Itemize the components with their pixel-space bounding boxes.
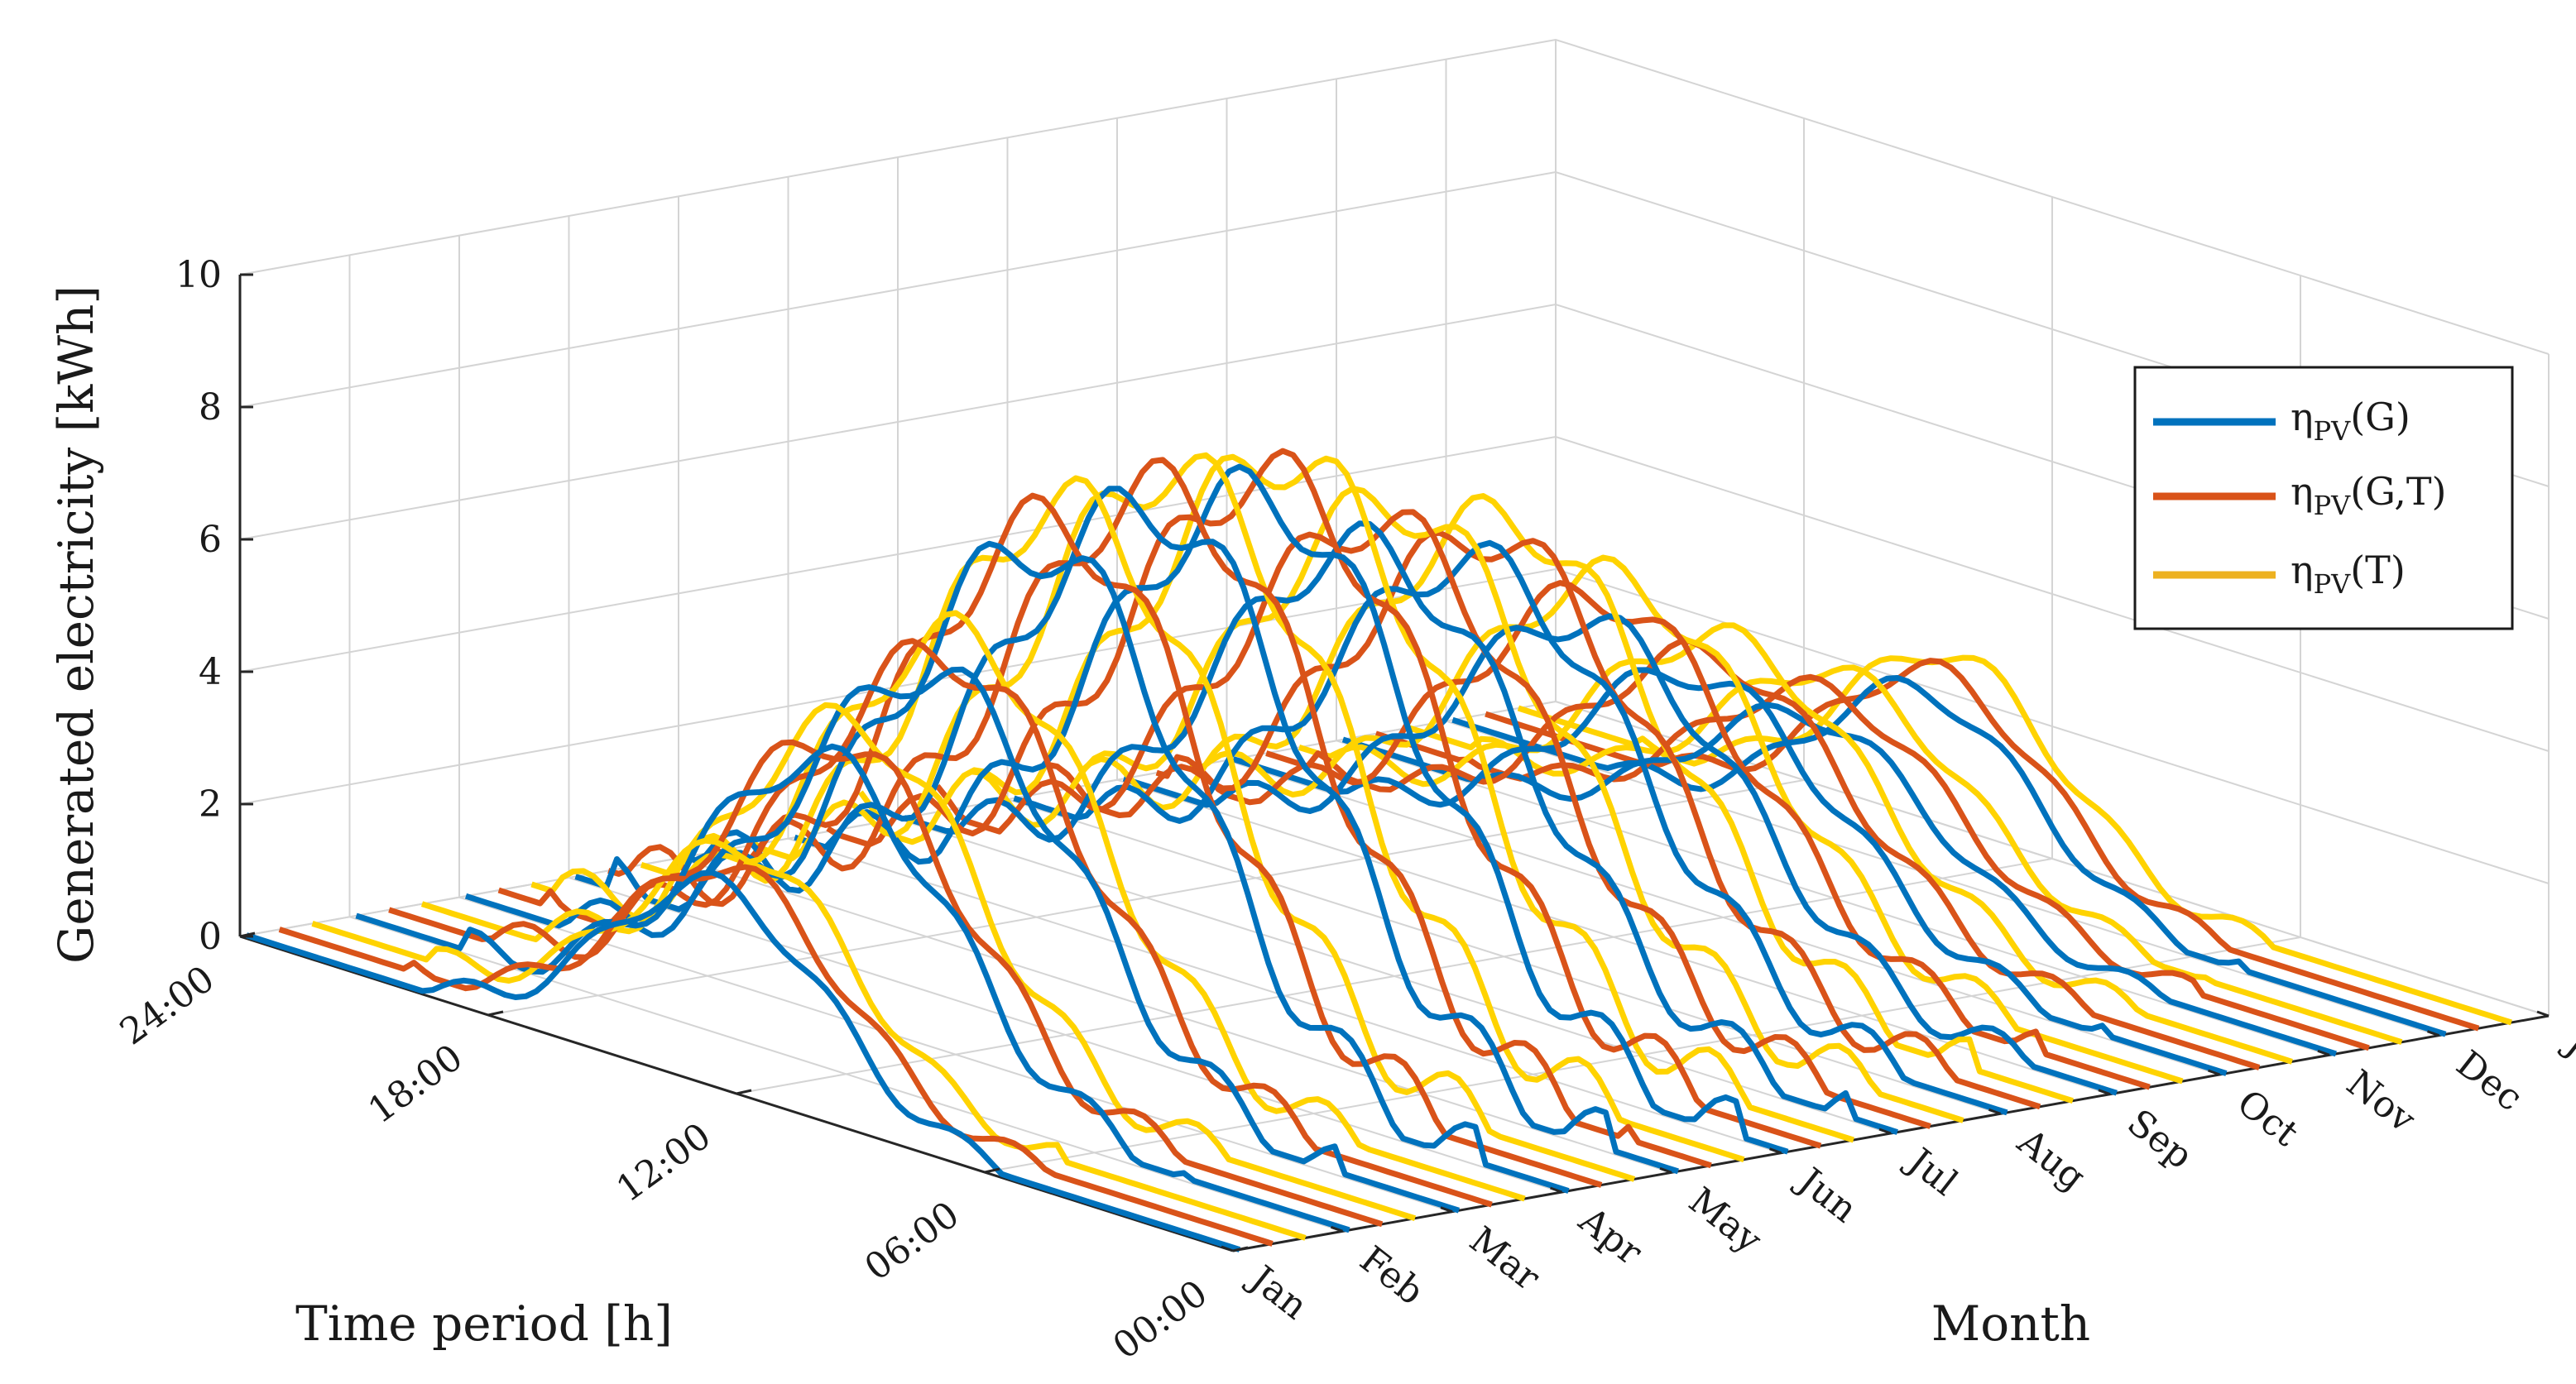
series-line-g xyxy=(794,463,1789,1155)
month-tick-mark xyxy=(1659,1166,1672,1174)
month-tick-label: Aug xyxy=(2009,1120,2094,1199)
series-line-t xyxy=(420,702,1417,1222)
z-tick-label: 2 xyxy=(199,783,222,826)
series-line-g xyxy=(355,743,1350,1233)
legend-sub-gt: PV xyxy=(2314,490,2352,521)
series-line-g xyxy=(1122,613,2118,1096)
time-tick-label: 12:00 xyxy=(609,1115,719,1211)
time-tick-mark xyxy=(736,1089,752,1095)
series-line-g xyxy=(1341,702,2337,1057)
axes-grid xyxy=(239,38,2550,1252)
series-line-g xyxy=(574,540,1570,1194)
month-tick-label: Feb xyxy=(1352,1238,1432,1314)
month-tick-mark xyxy=(1988,1108,2002,1115)
series-line-g xyxy=(684,486,1679,1175)
z-tick-label: 4 xyxy=(199,651,222,693)
legend-arg-gt: (G,T) xyxy=(2350,469,2446,514)
legend-label-t: ηPV(T) xyxy=(2291,548,2406,600)
z-tick-label: 6 xyxy=(199,519,222,561)
z-tick-label: 8 xyxy=(199,386,222,429)
grid-line xyxy=(239,567,2550,884)
time-tick-label: 06:00 xyxy=(857,1194,967,1290)
month-axis-title: Month xyxy=(1931,1295,2090,1352)
month-tick-mark xyxy=(1440,1206,1453,1214)
z-tick-label: 10 xyxy=(175,254,222,296)
month-tick-label: Mar xyxy=(1461,1219,1548,1300)
month-tick-label: May xyxy=(1681,1180,1769,1262)
legend-eta-symbol: η xyxy=(2291,548,2314,592)
grid-line xyxy=(239,435,2550,752)
time-tick-label: 24:00 xyxy=(113,958,223,1054)
legend-sub-g: PV xyxy=(2314,415,2352,447)
series-lines xyxy=(245,448,2512,1252)
month-tick-mark xyxy=(2317,1049,2330,1056)
time-tick-mark xyxy=(487,1010,504,1017)
series-line-gt xyxy=(497,638,1493,1208)
month-tick-mark xyxy=(2426,1030,2440,1037)
month-tick-mark xyxy=(1221,1245,1234,1252)
month-tick-mark xyxy=(1768,1147,1782,1155)
month-tick-label: Dec xyxy=(2449,1042,2530,1119)
legend-arg-t: (T) xyxy=(2350,548,2406,592)
legend: ηPV(G) ηPV(G,T) ηPV(T) xyxy=(2133,366,2514,630)
month-tick-label: Jan xyxy=(1240,1256,1315,1328)
time-axis-title: Time period [h] xyxy=(295,1295,673,1352)
z-axis-title: Generated electricity [kWh] xyxy=(48,285,104,964)
series-line-gt xyxy=(1265,638,2261,1070)
month-tick-label: Jul xyxy=(1897,1138,1965,1204)
month-tick-mark xyxy=(2536,1010,2550,1018)
series-line-t xyxy=(1408,664,2403,1046)
z-tick-label: 0 xyxy=(199,916,222,958)
series-line-gt xyxy=(1155,580,2151,1090)
time-tick-label: 18:00 xyxy=(361,1037,471,1133)
month-tick-label: Jun xyxy=(1788,1158,1865,1231)
series-line-t xyxy=(311,837,1307,1241)
grid-line xyxy=(487,779,1805,1016)
time-tick-mark xyxy=(1232,1246,1249,1252)
month-tick-mark xyxy=(2207,1069,2221,1076)
series-line-t xyxy=(1298,622,2293,1065)
time-tick-mark xyxy=(239,931,256,938)
grid-line xyxy=(239,38,2550,355)
legend-arg-g: (G) xyxy=(2350,395,2411,439)
month-tick-label: Apr xyxy=(1571,1199,1651,1274)
series-line-g xyxy=(245,869,1241,1252)
month-tick-mark xyxy=(1330,1225,1344,1233)
series-line-g xyxy=(1013,539,2008,1116)
time-tick-mark xyxy=(984,1167,1000,1174)
month-tick-mark xyxy=(2098,1089,2111,1096)
month-tick-mark xyxy=(1549,1186,1563,1194)
series-line-gt xyxy=(1374,673,2370,1051)
legend-sub-t: PV xyxy=(2314,568,2352,600)
series-line-gt xyxy=(607,492,1603,1188)
grid-line xyxy=(736,858,2053,1094)
legend-label-g: ηPV(G) xyxy=(2291,395,2411,447)
series-line-g xyxy=(1232,667,2228,1076)
series-line-t xyxy=(640,475,1636,1182)
series-line-gt xyxy=(826,448,1822,1149)
series-line-gt xyxy=(278,864,1274,1247)
legend-eta-symbol: η xyxy=(2291,395,2314,439)
time-tick-label: 00:00 xyxy=(1106,1272,1216,1368)
month-tick-label: Nov xyxy=(2339,1062,2423,1142)
month-tick-label: Jan xyxy=(2555,1021,2576,1093)
series-line-g xyxy=(1451,675,2447,1037)
legend-label-gt: ηPV(G,T) xyxy=(2291,469,2447,521)
month-tick-mark xyxy=(1878,1128,1892,1135)
month-tick-label: Oct xyxy=(2229,1081,2306,1155)
series-line-gt xyxy=(934,509,1931,1129)
legend-eta-symbol: η xyxy=(2291,469,2314,514)
month-tick-label: Sep xyxy=(2119,1101,2200,1177)
series-line-gt xyxy=(388,739,1384,1228)
